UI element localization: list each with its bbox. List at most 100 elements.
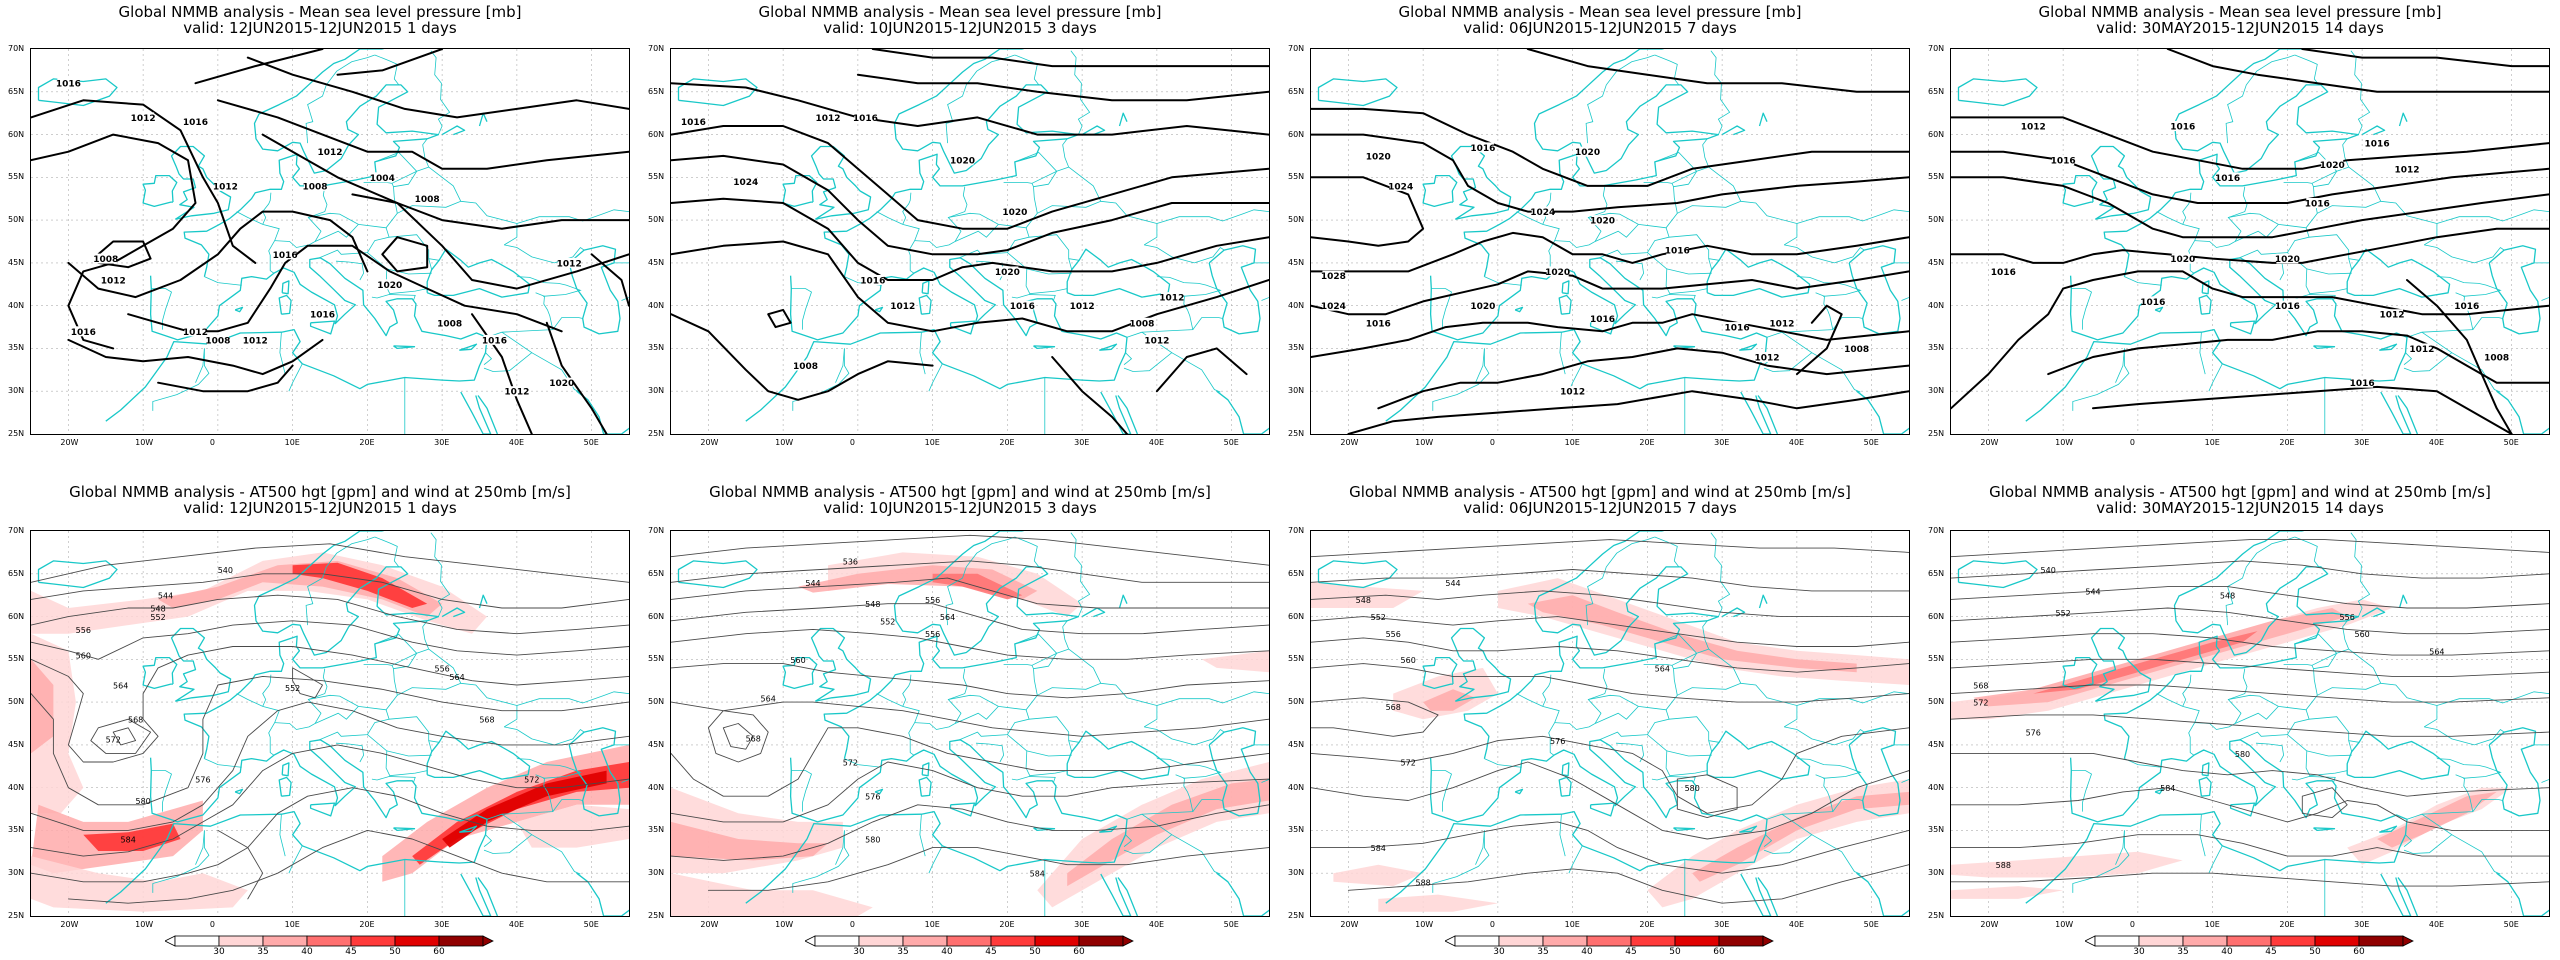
country-border: [2239, 709, 2310, 741]
contour-line: [31, 744, 629, 857]
longitude-label: 40E: [508, 438, 525, 447]
colorbar-tick-label: 60: [1713, 947, 1725, 957]
contour-label: 1016: [860, 277, 885, 287]
contour-label-bg: [1576, 146, 1599, 157]
colorbar-tick-label: 35: [897, 947, 909, 957]
contour-label-bg: [132, 112, 155, 123]
longitude-label: 20E: [359, 438, 375, 447]
coastline: [1740, 391, 1772, 434]
panel-title-line-1: Global NMMB analysis - AT500 hgt [gpm] a…: [69, 483, 571, 501]
contour-label: 1012: [1070, 302, 1095, 312]
country-border: [1651, 776, 1696, 782]
country-border: [236, 693, 280, 756]
country-border: [2225, 54, 2295, 144]
country-border: [552, 799, 583, 812]
latitude-label: 25N: [8, 429, 25, 438]
contour-label: 1016: [310, 311, 335, 321]
country-border: [1654, 152, 1697, 172]
panel-title-line-2: valid: 12JUN2015-12JUN2015 1 days: [183, 499, 457, 517]
coastline: [2062, 174, 2098, 208]
contour-label: 556: [2340, 613, 2355, 622]
country-border: [2348, 648, 2382, 684]
wind-speed-shading: [828, 552, 1083, 617]
longitude-label: 10W: [135, 438, 154, 447]
latitude-label: 45N: [1928, 257, 1945, 267]
country-border: [389, 716, 440, 743]
latitude-label: 50N: [1288, 697, 1305, 707]
longitude-label: 20W: [1980, 438, 1999, 447]
contour-line: [1951, 539, 2549, 558]
panel-title: Global NMMB analysis - AT500 hgt [gpm] a…: [640, 484, 1280, 516]
colorbar-tick-label: 40: [1581, 947, 1593, 957]
country-border: [1014, 152, 1057, 172]
country-border: [2124, 276, 2162, 286]
contour-line: [31, 701, 629, 831]
country-border: [2287, 252, 2348, 295]
latitude-label: 35N: [648, 343, 665, 353]
wind-colorbar: 30 35 40 45 50 60: [2085, 935, 2415, 959]
coastline: [823, 49, 1080, 277]
coastline: [810, 145, 872, 220]
contour-line: [1951, 633, 2549, 656]
colorbar-segment: [218, 935, 264, 947]
contour-label: 572: [843, 759, 858, 768]
contour-label-bg: [2351, 377, 2374, 388]
country-border: [1011, 294, 1056, 300]
contour-label: 1020: [1575, 148, 1600, 158]
longitude-label: 10W: [1415, 438, 1434, 447]
longitude-label: 30E: [1074, 438, 1090, 447]
coastline: [1721, 125, 1746, 136]
country-border: [1710, 50, 1731, 135]
longitude-label: 10W: [775, 920, 794, 929]
country-border: [1070, 532, 1091, 617]
longitude-label: 10W: [1415, 920, 1434, 929]
country-border: [928, 363, 943, 392]
contour-label: 572: [524, 776, 539, 785]
latitude-label: 60N: [8, 129, 25, 139]
country-border: [1669, 716, 1720, 743]
longitude-label: 40E: [1148, 920, 1165, 929]
latitude-label: 65N: [1928, 86, 1945, 96]
contour-label-bg: [304, 180, 327, 191]
coastline: [2379, 825, 2398, 833]
country-border: [204, 276, 242, 286]
wind-speed-shading: [31, 856, 248, 912]
panel-title-line-2: valid: 12JUN2015-12JUN2015 1 days: [183, 19, 457, 37]
contour-line: [871, 49, 1269, 68]
latitude-label: 30N: [648, 868, 665, 878]
contour-label: 544: [2085, 587, 2100, 596]
panel-title: Global NMMB analysis - AT500 hgt [gpm] a…: [1280, 484, 1920, 516]
contour-label: 544: [1445, 579, 1460, 588]
country-border: [2350, 532, 2371, 617]
country-border: [1144, 726, 1195, 746]
country-border: [2406, 292, 2474, 338]
contour-line: [1311, 313, 1909, 358]
colorbar-segment: [2226, 935, 2272, 947]
contour-line: [1311, 176, 1425, 247]
contour-line: [67, 829, 629, 904]
country-border: [1156, 758, 1222, 779]
map-area: 1016 1012 1016 1012 1008 1012 1016 1012 1008 1012…: [30, 48, 630, 435]
contour-label: 580: [2235, 750, 2250, 759]
contour-label-bg: [483, 334, 506, 345]
contour-label-bg: [951, 155, 974, 166]
country-border: [2208, 363, 2223, 392]
contour-label: 556: [925, 596, 940, 605]
contour-label: 1008: [793, 362, 818, 372]
coastline: [2154, 788, 2164, 795]
coastline: [1317, 78, 1398, 107]
country-border: [948, 182, 1038, 229]
longitude-label: 20E: [359, 920, 375, 929]
coastline: [1208, 245, 1261, 335]
country-border: [1766, 292, 1834, 338]
map-area: 1012 1016 1016 1020 1016 1012 1016 1016 1020 1020…: [1950, 48, 2550, 435]
country-border: [391, 620, 430, 666]
country-border: [1123, 331, 1173, 372]
mslp-panel-4: Global NMMB analysis - Mean sea level pr…: [1920, 0, 2560, 480]
country-border: [2071, 770, 2092, 812]
country-border: [792, 830, 850, 893]
contour-label-bg: [996, 266, 1019, 277]
country-border: [516, 276, 582, 297]
contour-line: [1951, 586, 2549, 609]
